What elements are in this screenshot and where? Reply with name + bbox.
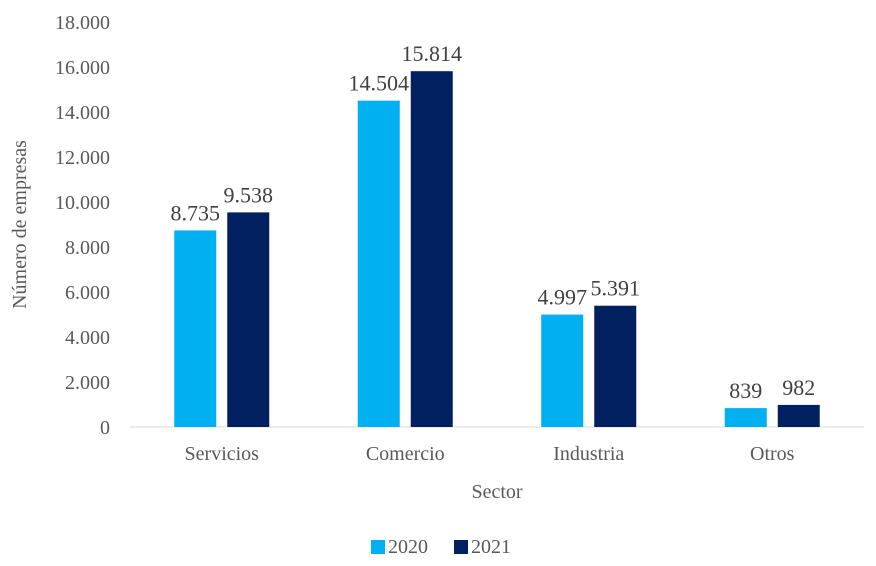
x-tick-label: Servicios [185, 443, 260, 465]
y-tick-label: 0 [100, 417, 110, 439]
bar-2021-servicios [227, 212, 270, 427]
bars [174, 71, 820, 427]
y-axis-ticks: 0 2.000 4.000 6.000 8.000 10.000 12.000 14.000 1… [55, 12, 110, 439]
y-tick-label: 12.000 [55, 147, 110, 169]
data-label: 14.504 [349, 71, 410, 96]
bar-2020-comercio [357, 100, 400, 427]
y-tick-label: 6.000 [65, 282, 110, 304]
legend-swatch-2020 [371, 540, 385, 554]
bar-2021-otros [777, 404, 820, 427]
data-label: 9.538 [224, 182, 274, 207]
legend-label-2021: 2021 [471, 536, 511, 558]
x-tick-label: Otros [750, 443, 795, 465]
data-label: 15.814 [402, 41, 463, 66]
legend-swatch-2021 [454, 540, 468, 554]
x-tick-label: Comercio [366, 443, 445, 465]
y-tick-label: 16.000 [55, 57, 110, 79]
data-label: 839 [729, 378, 762, 403]
y-tick-label: 2.000 [65, 372, 110, 394]
data-label: 982 [782, 375, 815, 400]
legend-label-2020: 2020 [388, 536, 428, 558]
legend: 2020 2021 [371, 536, 511, 558]
bar-2021-industria [594, 305, 637, 427]
bar-2020-industria [541, 314, 584, 427]
data-label: 4.997 [538, 285, 588, 310]
bar-2021-comercio [410, 71, 453, 427]
x-axis-ticks: Servicios Comercio Industria Otros [185, 443, 795, 465]
bar-2020-otros [724, 408, 767, 427]
data-label: 8.735 [171, 200, 221, 225]
y-tick-label: 8.000 [65, 237, 110, 259]
data-label: 5.391 [591, 276, 641, 301]
x-tick-label: Industria [553, 443, 624, 465]
y-tick-label: 10.000 [55, 192, 110, 214]
bar-2020-servicios [174, 230, 217, 427]
y-tick-label: 14.000 [55, 102, 110, 124]
y-tick-label: 4.000 [65, 327, 110, 349]
x-axis-title: Sector [471, 481, 522, 503]
y-axis-title: Número de empresas [9, 140, 31, 309]
y-tick-label: 18.000 [55, 12, 110, 34]
